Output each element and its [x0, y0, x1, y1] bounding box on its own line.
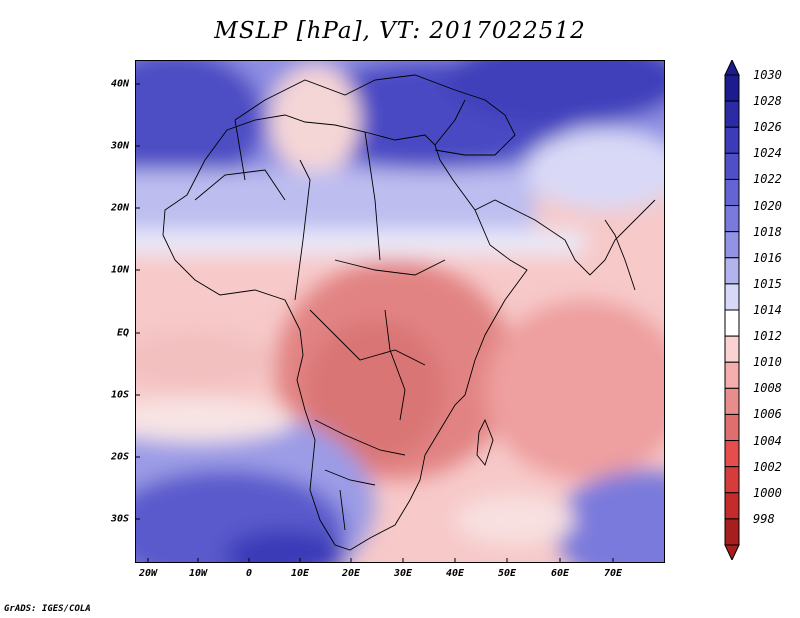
credit-text: GrADS: IGES/COLA — [4, 604, 91, 614]
colorbar-label: 1024 — [753, 146, 782, 161]
colorbar-swatch — [724, 283, 740, 311]
x-tick-label: 30E — [393, 568, 413, 579]
colorbar-swatch — [724, 126, 740, 154]
colorbar-swatch — [724, 100, 740, 128]
x-tick-label: 10E — [290, 568, 310, 579]
colorbar-label: 1012 — [753, 329, 782, 344]
colorbar-swatch — [724, 440, 740, 468]
colorbar-swatch — [724, 205, 740, 233]
x-tick-label: 10W — [188, 568, 208, 579]
colorbar-swatch — [724, 74, 740, 102]
x-tick-label: 20E — [341, 568, 361, 579]
x-tick-label: 40E — [445, 568, 465, 579]
x-tick-label: 70E — [603, 568, 623, 579]
colorbar-label: 1020 — [753, 198, 782, 213]
colorbar-label: 1030 — [753, 68, 782, 82]
y-tick-label: 10S — [110, 389, 129, 401]
colorbar-label: 1000 — [753, 485, 782, 500]
colorbar-swatch — [724, 518, 740, 546]
colorbar-label: 1016 — [753, 250, 782, 265]
colorbar-swatch — [724, 387, 740, 415]
y-tick-label: 10N — [110, 264, 129, 276]
colorbar-label: 1006 — [753, 407, 782, 422]
x-tick-label: 60E — [550, 568, 570, 579]
colorbar-swatch — [724, 309, 740, 337]
x-tick-label: 0 — [245, 568, 253, 579]
chart-title: MSLP [hPa], VT: 2017022512 — [214, 18, 586, 44]
axis-ticks — [135, 83, 614, 563]
colorbar-label: 1002 — [753, 459, 782, 474]
colorbar-label: 998 — [753, 511, 775, 526]
colorbar-label: 1004 — [753, 433, 782, 448]
colorbar-label: 1022 — [753, 172, 782, 187]
colorbar-swatch — [724, 231, 740, 259]
colorbar-max-arrow — [724, 60, 740, 76]
colorbar-label: 1015 — [753, 276, 782, 291]
colorbar-swatch — [724, 152, 740, 180]
mslp-map — [135, 60, 665, 563]
colorbar-label: 1014 — [753, 303, 782, 317]
colorbar-label: 1028 — [753, 94, 782, 109]
y-tick-label: 20S — [110, 451, 129, 463]
colorbar-swatch — [724, 257, 740, 285]
y-tick-label: 30N — [110, 140, 129, 152]
colorbar-label: 1008 — [753, 381, 782, 396]
colorbar-swatch — [724, 413, 740, 442]
coastlines — [162, 74, 656, 551]
y-tick-label: 20N — [110, 202, 129, 214]
pressure-field — [135, 60, 665, 563]
colorbar-label: 1018 — [753, 224, 782, 239]
x-tick-label: 20W — [138, 568, 158, 579]
colorbar-swatch — [724, 466, 740, 494]
y-tick-label: 40N — [110, 78, 129, 90]
colorbar-label: 1010 — [753, 355, 782, 370]
colorbar-swatch — [724, 492, 740, 520]
colorbar-min-arrow — [724, 544, 740, 560]
colorbar-swatch — [724, 178, 740, 207]
y-tick-label: EQ — [116, 327, 129, 339]
colorbar-swatch — [724, 335, 740, 363]
x-tick-label: 50E — [497, 568, 517, 579]
colorbar-label: 1026 — [753, 120, 782, 135]
colorbar-swatch — [724, 361, 740, 389]
y-tick-label: 30S — [110, 513, 129, 525]
colorbar — [724, 60, 740, 560]
map-frame — [135, 60, 665, 563]
